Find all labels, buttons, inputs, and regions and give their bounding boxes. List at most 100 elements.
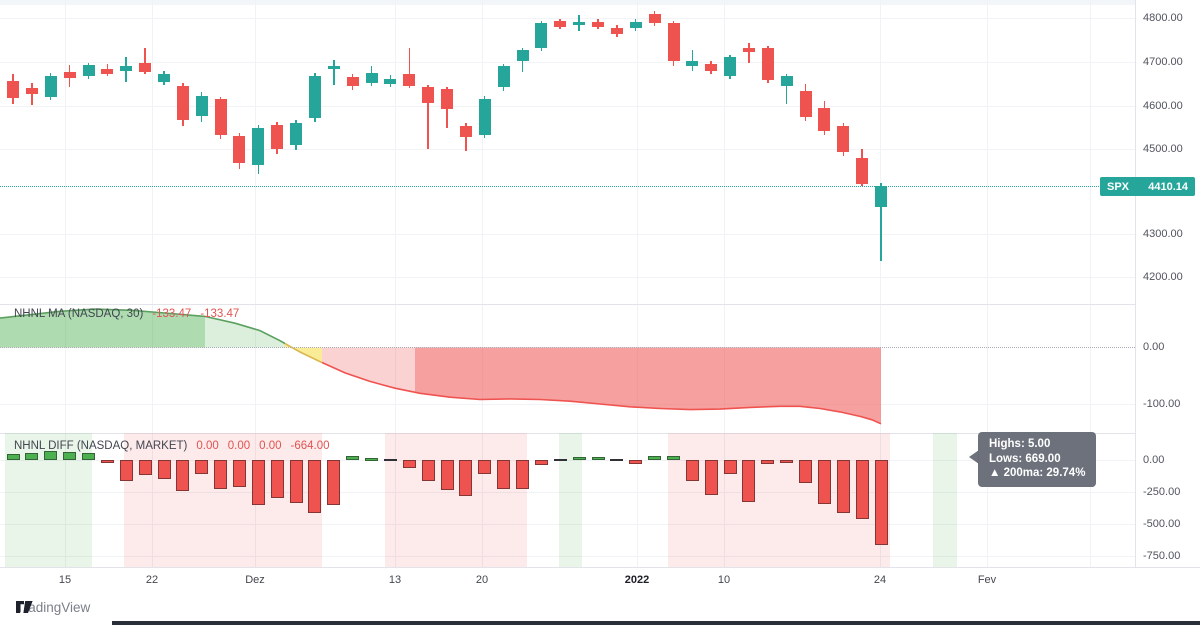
hist-bar <box>327 460 341 505</box>
candle <box>629 21 642 29</box>
candle <box>346 77 359 86</box>
spx-symbol: SPX <box>1107 180 1130 193</box>
axis-label: 4300.00 <box>1143 228 1183 240</box>
candle <box>705 63 718 71</box>
candle <box>44 75 57 97</box>
price-axis[interactable] <box>1135 0 1200 600</box>
hist-bar <box>44 451 58 460</box>
hist-bar <box>799 460 812 484</box>
axis-label: 4600.00 <box>1143 100 1183 112</box>
tradingview-logo-icon <box>16 600 33 613</box>
hist-bar <box>516 460 529 490</box>
hist-bar <box>704 460 718 496</box>
tooltip-arrow-icon <box>969 450 979 464</box>
ma-zero-line <box>0 347 1135 348</box>
spx-last-price: 4410.14 <box>1148 180 1188 193</box>
hist-bar <box>63 452 77 460</box>
candle-wick <box>785 74 788 105</box>
hist-bar <box>836 460 850 513</box>
hist-bar <box>497 460 511 489</box>
candle <box>554 21 567 27</box>
time-label: 13 <box>388 574 402 586</box>
top-edge-strip <box>0 0 1135 5</box>
candle <box>875 186 887 207</box>
hist-bar <box>195 460 209 474</box>
hist-bar <box>308 460 322 514</box>
ma-line <box>284 342 323 364</box>
candle <box>365 73 378 83</box>
hist-bar <box>138 460 152 475</box>
candle <box>761 48 774 80</box>
candle <box>516 50 529 62</box>
axis-label: 4200.00 <box>1143 271 1183 283</box>
hist-bar <box>534 460 548 466</box>
candle <box>82 65 95 76</box>
nhnl-ma-legend: NHNL MA (NASDAQ, 30) -133.47 -133.47 <box>14 308 239 320</box>
hist-bar <box>459 460 473 497</box>
candle-wick <box>333 60 335 86</box>
indicator-tooltip: Highs: 5.00 Lows: 669.00 ▲ 200ma: 29.74% <box>969 432 1097 487</box>
candle <box>422 87 435 103</box>
time-label: 20 <box>475 574 489 586</box>
hist-bar <box>855 460 869 519</box>
candle <box>535 22 548 49</box>
hist-bar <box>572 457 586 460</box>
spx-price-badge: SPX 4410.14 <box>1100 177 1195 196</box>
candle <box>25 87 38 95</box>
candle <box>780 76 793 87</box>
hist-bar <box>874 460 888 545</box>
nhnl-diff-title: NHNL DIFF (NASDAQ, MARKET) <box>14 440 188 452</box>
hist-bar-zero <box>383 458 397 462</box>
candle <box>252 128 265 166</box>
candle <box>7 80 19 99</box>
tooltip-highs: Highs: 5.00 <box>989 438 1051 450</box>
hist-bar <box>82 453 95 460</box>
hist-bar <box>629 460 643 464</box>
candle <box>120 66 133 72</box>
tooltip-lows: Lows: 669.00 <box>989 452 1061 465</box>
time-label: Fev <box>977 574 997 586</box>
hist-bar <box>119 460 133 482</box>
tradingview-logo[interactable]: TradingView <box>16 600 90 615</box>
axis-label: -500.00 <box>1143 518 1181 530</box>
nhnl-diff-legend: NHNL DIFF (NASDAQ, MARKET) 0.00 0.00 0.00 -6… <box>14 440 330 452</box>
time-label: Dez <box>245 574 265 586</box>
axis-label: 4700.00 <box>1143 56 1183 68</box>
hist-bar <box>157 460 171 480</box>
hist-bar <box>780 460 794 464</box>
tradingview-brand-text: TradingView <box>16 600 91 615</box>
ma-area-fill <box>322 347 415 393</box>
candle-wick <box>408 47 411 89</box>
hist-bar <box>591 456 605 460</box>
spx-last-price-line <box>0 186 1135 187</box>
candle-wick <box>691 49 694 71</box>
candle <box>63 72 76 78</box>
hist-bar <box>365 458 378 461</box>
hist-bar <box>6 454 20 460</box>
candle <box>403 73 416 86</box>
axis-label: -100.00 <box>1143 398 1181 410</box>
background-band <box>385 433 527 567</box>
hist-bar <box>402 460 416 468</box>
time-label: 10 <box>717 574 731 586</box>
candle <box>290 122 303 146</box>
candle <box>818 108 831 131</box>
axis-label: 0.00 <box>1143 341 1165 353</box>
candle <box>856 158 869 184</box>
candle <box>592 21 604 27</box>
nhnl-ma-value: -133.47 <box>152 308 192 320</box>
candle <box>441 88 453 110</box>
hist-bar <box>648 456 662 460</box>
candle-wick <box>880 183 882 261</box>
candle <box>233 135 246 163</box>
candle <box>271 125 284 149</box>
hist-bar <box>478 460 492 474</box>
time-label: 15 <box>58 574 72 586</box>
nhnl-diff-last-value: -664.00 <box>290 440 330 452</box>
time-axis[interactable] <box>0 567 1200 601</box>
background-band <box>668 433 890 567</box>
hist-bar-zero <box>553 458 567 462</box>
time-label: 2022 <box>624 574 650 586</box>
candle <box>648 13 661 24</box>
